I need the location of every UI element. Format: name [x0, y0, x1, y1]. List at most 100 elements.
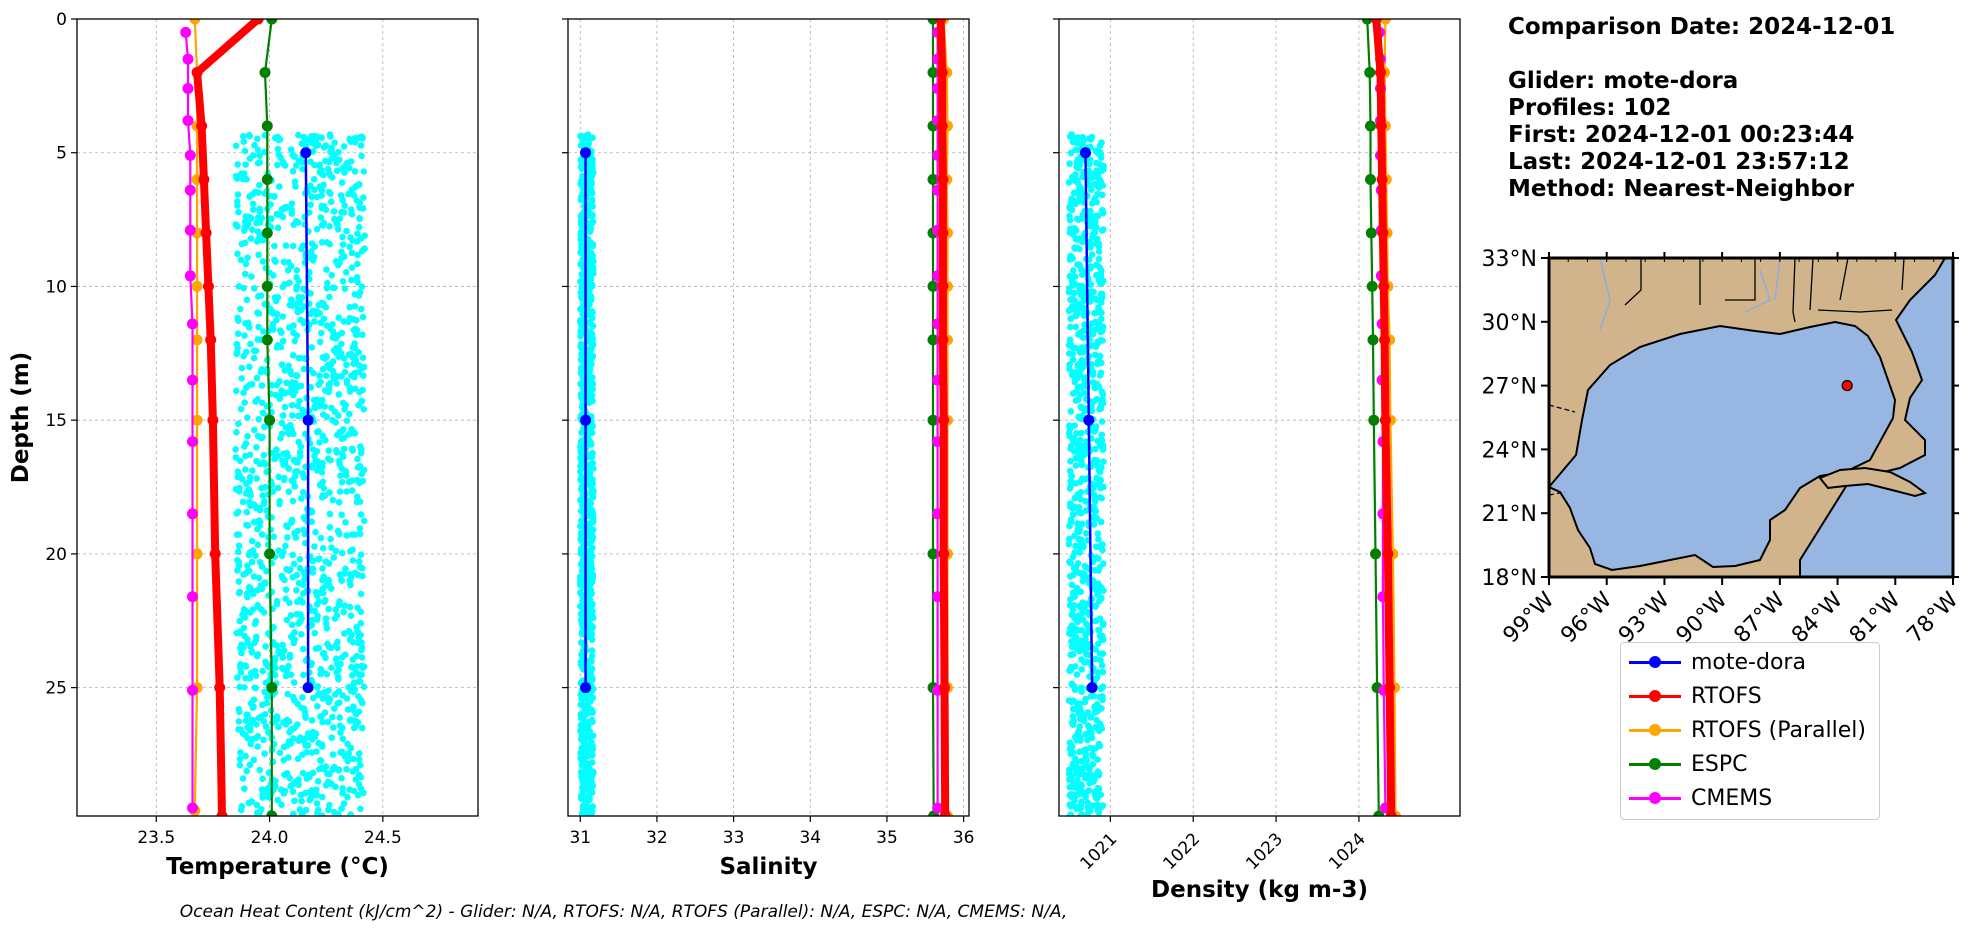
raw-point	[588, 424, 595, 431]
raw-point	[236, 683, 243, 691]
raw-point	[1089, 379, 1097, 386]
raw-point	[308, 676, 315, 684]
raw-point	[282, 242, 290, 249]
raw-point	[279, 574, 286, 581]
raw-point	[313, 786, 320, 793]
raw-point	[578, 810, 586, 816]
raw-point	[235, 718, 243, 725]
raw-point	[336, 714, 344, 721]
raw-point	[242, 490, 250, 497]
raw-point	[329, 328, 337, 335]
raw-point	[1069, 231, 1077, 238]
raw-point	[587, 508, 595, 516]
raw-point	[319, 544, 327, 552]
raw-point	[358, 654, 366, 661]
raw-point	[243, 480, 250, 488]
raw-point	[1078, 443, 1085, 450]
raw-point	[311, 186, 318, 194]
raw-point	[242, 731, 249, 739]
data-point	[180, 26, 192, 38]
raw-point	[1078, 357, 1086, 364]
raw-point	[358, 283, 366, 291]
raw-point	[263, 507, 271, 514]
data-point	[1370, 548, 1381, 560]
raw-point	[243, 175, 250, 183]
data-point	[939, 682, 950, 694]
raw-point	[578, 271, 585, 278]
series-mote-dora	[580, 147, 592, 694]
raw-point	[1086, 160, 1093, 168]
data-point	[266, 810, 278, 816]
raw-point	[298, 245, 305, 253]
raw-point	[329, 713, 336, 721]
raw-point	[250, 347, 258, 355]
raw-point	[332, 258, 340, 265]
raw-point	[255, 251, 262, 259]
raw-point	[234, 468, 242, 476]
raw-point	[278, 419, 286, 427]
raw-point	[357, 761, 364, 769]
raw-point	[301, 430, 309, 438]
x-axis-label: Salinity	[719, 854, 817, 880]
raw-point	[589, 480, 596, 487]
raw-point	[315, 428, 322, 435]
raw-point	[1069, 713, 1077, 720]
data-point	[1365, 227, 1377, 239]
raw-point	[349, 656, 357, 663]
raw-point	[295, 354, 303, 362]
legend: mote-dora RTOFS RTOFS (Parallel) ESPC CM…	[1620, 642, 1880, 820]
raw-point	[323, 266, 330, 273]
raw-point	[1074, 447, 1081, 454]
raw-point	[329, 358, 337, 365]
raw-point	[1069, 356, 1077, 364]
raw-point	[338, 478, 346, 486]
raw-point	[1084, 799, 1092, 806]
raw-point	[315, 463, 323, 470]
raw-point	[303, 742, 311, 749]
raw-point	[290, 735, 297, 742]
data-point	[205, 334, 217, 346]
raw-point	[326, 510, 334, 518]
raw-point	[317, 534, 325, 542]
raw-point	[344, 793, 351, 801]
raw-point	[588, 565, 596, 573]
raw-point	[1078, 430, 1085, 437]
raw-point	[318, 192, 325, 199]
raw-point	[1082, 730, 1090, 738]
raw-point	[1085, 624, 1092, 632]
raw-point	[1068, 698, 1075, 706]
raw-point	[254, 541, 262, 549]
raw-point	[262, 723, 270, 730]
method: Method: Nearest-Neighbor	[1508, 176, 1855, 202]
raw-point	[337, 660, 344, 668]
raw-point	[296, 564, 304, 572]
raw-point	[274, 341, 282, 349]
raw-point	[240, 389, 247, 397]
raw-point	[251, 426, 258, 434]
raw-point	[1076, 549, 1084, 556]
raw-point	[1091, 481, 1099, 488]
raw-point	[344, 706, 352, 713]
raw-point	[1095, 462, 1102, 470]
raw-point	[294, 721, 301, 728]
raw-point	[240, 138, 248, 145]
raw-point	[263, 567, 270, 575]
raw-point	[285, 567, 293, 574]
raw-point	[1070, 511, 1077, 518]
raw-point	[263, 468, 271, 476]
data-point	[580, 147, 592, 159]
raw-point	[245, 551, 253, 559]
raw-point	[583, 725, 590, 732]
raw-point	[258, 563, 266, 570]
raw-point	[335, 601, 343, 609]
raw-point	[355, 781, 363, 788]
raw-point	[335, 766, 343, 773]
raw-point	[330, 373, 337, 380]
data-point	[1365, 120, 1376, 132]
data-point	[580, 682, 592, 694]
data-point	[182, 115, 194, 127]
data-point	[1086, 682, 1098, 694]
raw-point	[1066, 365, 1073, 373]
ohc-text: Ocean Heat Content (kJ/cm^2) - Glider: N…	[179, 902, 1068, 922]
data-point	[1376, 174, 1388, 185]
